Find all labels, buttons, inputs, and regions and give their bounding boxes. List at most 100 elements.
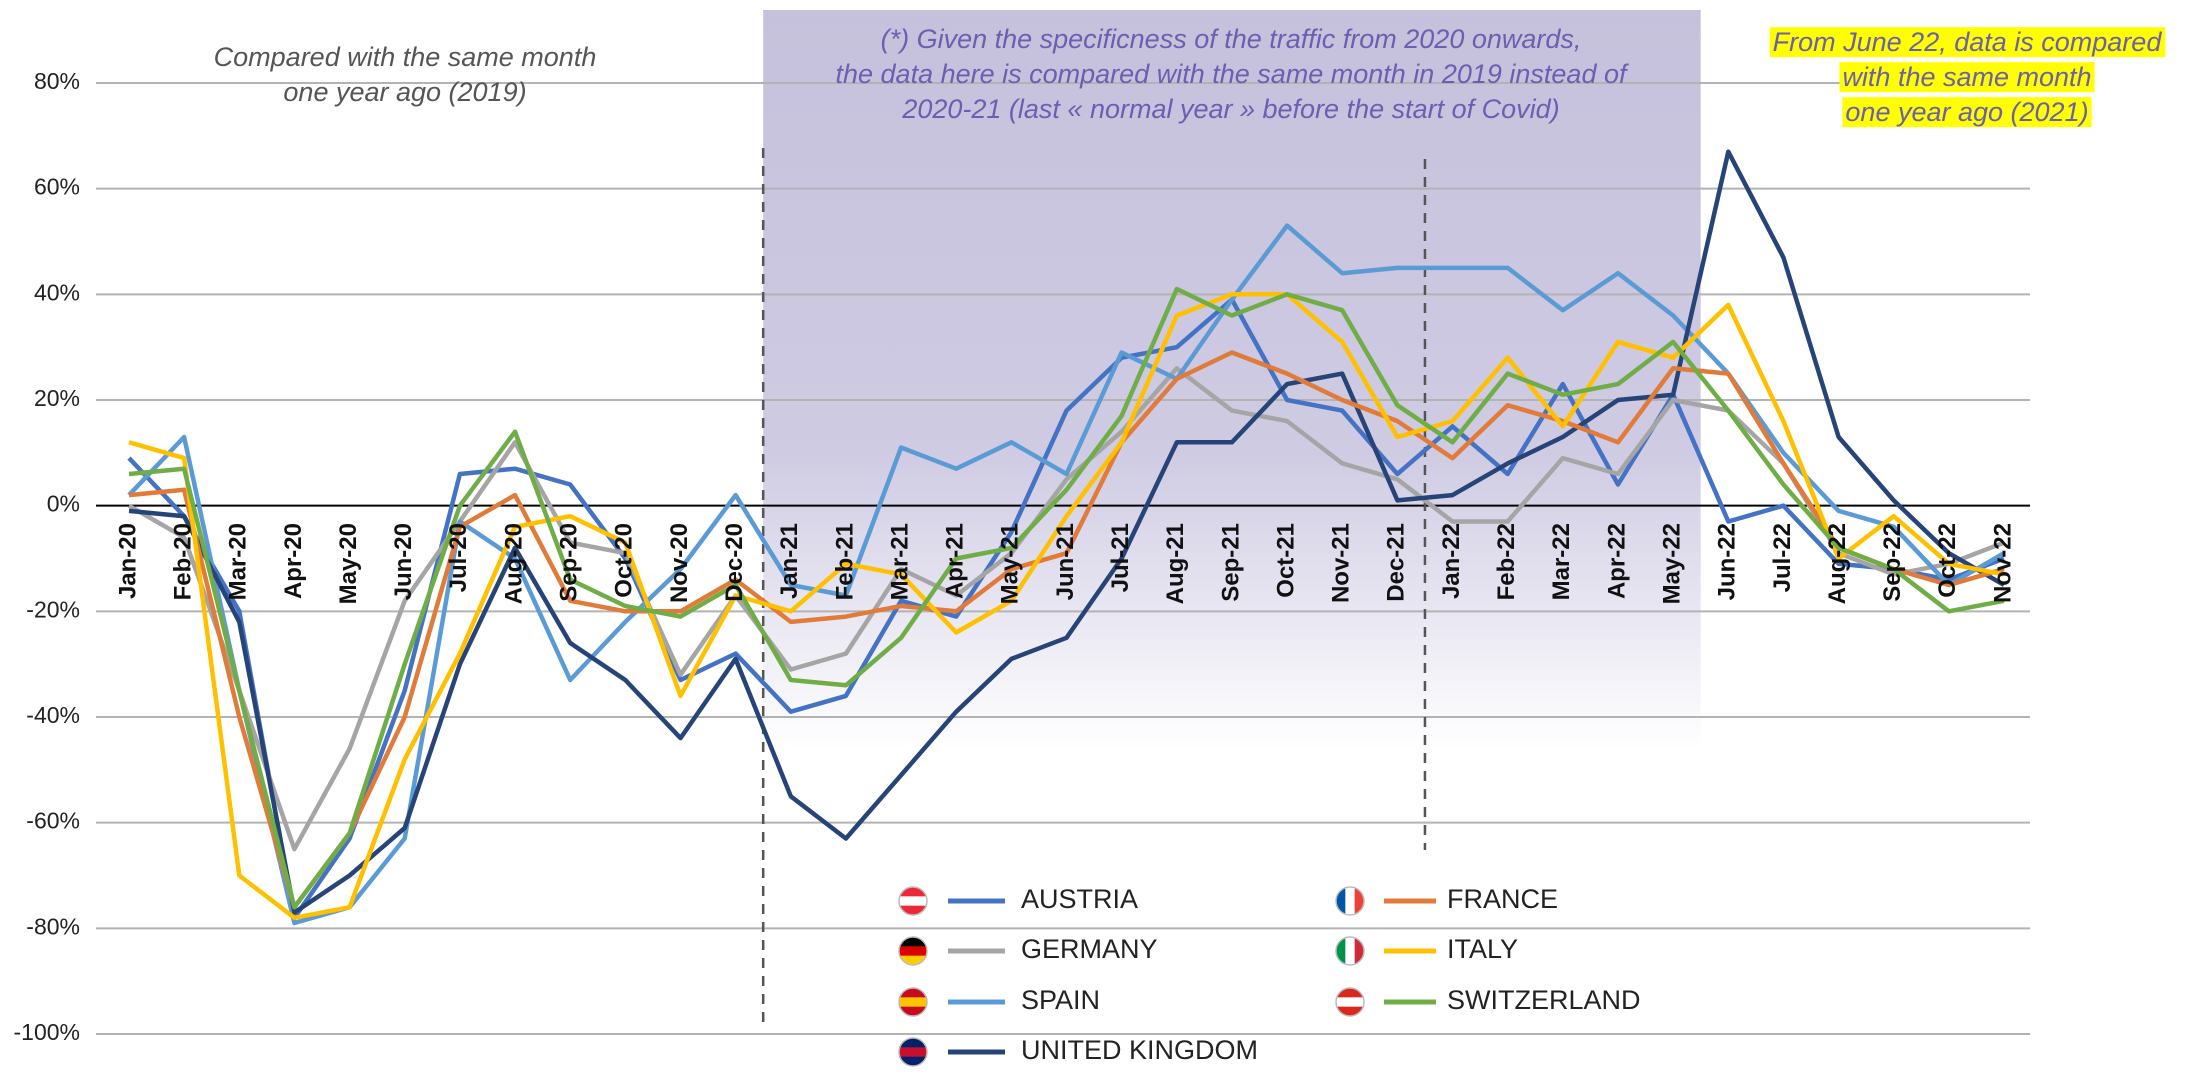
flag-stripe	[1345, 937, 1355, 965]
x-tick-label: Jun-20	[390, 523, 417, 600]
x-tick-label: Aug-21	[1162, 523, 1189, 604]
flag-border	[1335, 987, 1365, 1017]
x-tick-label: Jul-21	[1107, 523, 1134, 592]
legend-label: UNITED KINGDOM	[1021, 1035, 1258, 1065]
flag-stripe	[899, 1057, 927, 1067]
x-tick-label: Dec-20	[721, 523, 748, 602]
flag-stripe	[899, 946, 927, 956]
annotation-highlight	[1842, 97, 2092, 128]
series-line	[128, 292, 2005, 921]
legend-flag	[1335, 886, 1365, 916]
legend-flag	[1335, 987, 1365, 1017]
flag-stripe	[1336, 997, 1364, 1007]
x-tick-label: Sep-20	[556, 523, 583, 602]
x-tick-label: May-20	[335, 523, 362, 604]
flag-stripe	[899, 906, 927, 916]
annotation: From June 22, data is compared	[1773, 27, 2163, 57]
x-tick-label: Dec-21	[1383, 523, 1410, 602]
flag-border	[898, 936, 928, 966]
x-tick-label: Mar-21	[886, 523, 913, 600]
flag-stripe	[899, 988, 927, 998]
x-tick-label: Feb-21	[831, 523, 858, 600]
x-tick-label: May-21	[997, 523, 1024, 604]
annotation: with the same month	[1842, 62, 2091, 92]
series-line	[128, 149, 2006, 915]
x-tick-label: Jan-20	[114, 523, 141, 599]
x-tick-label: Apr-21	[942, 523, 969, 599]
legend-flag	[898, 987, 928, 1017]
x-tick-label: Jul-22	[1769, 523, 1796, 592]
y-tick-label: 80%	[34, 68, 80, 94]
x-tick-label: Feb-20	[169, 523, 196, 600]
x-tick-label: Apr-22	[1603, 523, 1630, 599]
x-tick-label: Nov-20	[666, 523, 693, 603]
flag-stripe	[1336, 1007, 1364, 1017]
flag-stripe	[1336, 887, 1346, 915]
x-tick-label: Jan-21	[776, 523, 803, 599]
flag-border	[898, 886, 928, 916]
flag-stripe	[899, 937, 927, 947]
legend-label: SWITZERLAND	[1447, 985, 1641, 1015]
annotation: Compared with the same month	[214, 42, 597, 72]
flag-stripe	[1336, 937, 1346, 965]
flag-stripe	[1355, 887, 1365, 915]
annotation: one year ago (2021)	[1845, 97, 2088, 127]
legend-flag	[898, 886, 928, 916]
legend-label: FRANCE	[1447, 884, 1558, 914]
x-tick-label: Mar-22	[1548, 523, 1575, 600]
annotation: (*) Given the specificness of the traffi…	[881, 24, 1582, 54]
x-tick-label: Sep-21	[1217, 523, 1244, 602]
series-line	[127, 223, 2006, 926]
legend-label: ITALY	[1447, 934, 1518, 964]
series-line	[127, 366, 2005, 852]
series-line	[128, 350, 2005, 910]
x-tick-label: Jul-20	[445, 523, 472, 592]
legend-label: SPAIN	[1021, 985, 1100, 1015]
x-tick-label: Aug-22	[1824, 523, 1851, 604]
legend-label: GERMANY	[1021, 934, 1158, 964]
series-line	[128, 286, 2005, 910]
flag-stripe	[899, 1038, 927, 1048]
x-tick-label: Nov-22	[1989, 523, 2016, 603]
flag-stripe	[1355, 937, 1365, 965]
x-tick-label: Mar-20	[225, 523, 252, 600]
flag-stripe	[899, 896, 927, 906]
y-tick-label: -60%	[26, 808, 80, 834]
y-tick-label: 60%	[34, 174, 80, 200]
x-tick-label: Oct-21	[1272, 523, 1299, 598]
annotation: one year ago (2019)	[283, 77, 526, 107]
x-tick-label: Jun-22	[1714, 523, 1741, 600]
x-tick-label: May-22	[1658, 523, 1685, 604]
x-tick-label: Feb-22	[1493, 523, 1520, 600]
x-tick-label: Jan-22	[1438, 523, 1465, 599]
flag-border	[898, 1037, 928, 1067]
annotation: 2020-21 (last « normal year » before the…	[901, 94, 1559, 124]
flag-stripe	[899, 997, 927, 1007]
x-tick-label: Oct-22	[1934, 523, 1961, 598]
y-tick-label: 20%	[34, 385, 80, 411]
legend-label: AUSTRIA	[1021, 884, 1138, 914]
x-tick-label: Jun-21	[1052, 523, 1079, 600]
x-tick-label: Apr-20	[280, 523, 307, 599]
legend-flag	[898, 936, 928, 966]
y-tick-label: -40%	[26, 702, 80, 728]
flag-border	[1335, 936, 1365, 966]
flag-stripe	[1345, 887, 1355, 915]
flag-border	[1335, 886, 1365, 916]
flag-stripe	[899, 1007, 927, 1017]
legend-flag	[898, 1037, 928, 1067]
y-tick-label: 40%	[34, 279, 80, 305]
flag-stripe	[899, 1047, 927, 1057]
x-tick-label: Nov-21	[1328, 523, 1355, 603]
flag-stripe	[899, 887, 927, 897]
annotation-highlight	[1839, 62, 2095, 93]
flag-stripe	[1336, 988, 1364, 998]
flag-stripe	[899, 956, 927, 966]
legend-flag	[1335, 936, 1365, 966]
comparison-period-shade	[763, 10, 1701, 750]
annotation: the data here is compared with the same …	[836, 59, 1629, 89]
y-tick-label: -100%	[14, 1019, 80, 1045]
x-tick-label: Oct-20	[611, 523, 638, 598]
x-tick-label: Aug-20	[500, 523, 527, 604]
